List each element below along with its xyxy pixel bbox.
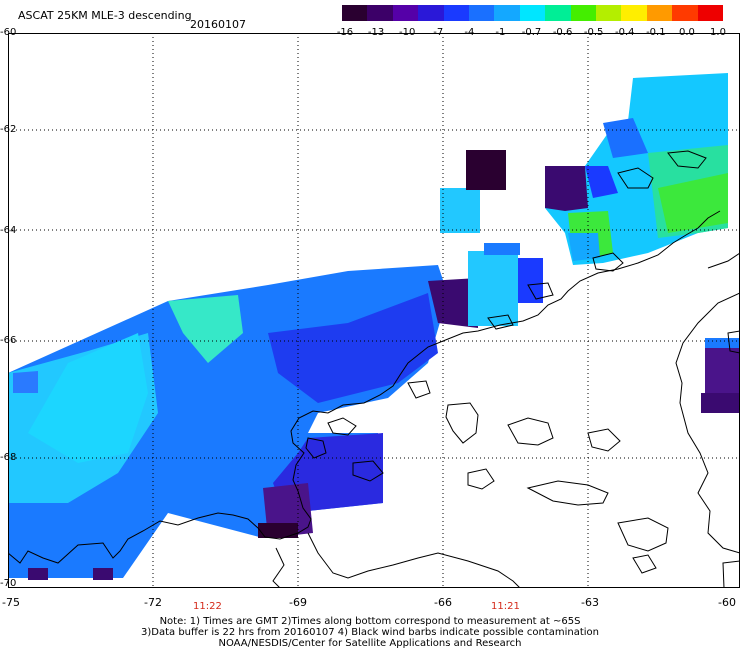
colorbar-swatch	[469, 5, 495, 21]
swath-west-blue	[268, 293, 438, 403]
pass-time: 11:22	[193, 601, 222, 612]
pass-time: 11:21	[491, 601, 520, 612]
colorbar-label: 0.0	[678, 27, 695, 38]
island-14	[527, 282, 554, 300]
wind-swath	[8, 73, 740, 580]
colorbar-swatch	[342, 5, 368, 21]
lat-label: -60	[0, 27, 17, 38]
island-4	[507, 417, 554, 446]
swath-east-light	[568, 233, 600, 261]
colorbar-swatch	[646, 5, 673, 21]
island-13	[592, 252, 624, 272]
colorbar-swatch	[418, 5, 444, 21]
swath-east-bright	[658, 173, 728, 233]
island-12	[667, 150, 707, 169]
swath-cell	[28, 568, 48, 580]
colorbar-label: 1.0	[710, 27, 726, 38]
colorbar-label: -0.6	[552, 27, 573, 38]
colorbar-label: -16	[336, 27, 354, 38]
lon-label: -69	[289, 596, 307, 609]
colorbar-label: -4	[464, 27, 475, 38]
swath-east-dark	[545, 166, 588, 211]
lat-label: -62	[0, 124, 17, 135]
swath-cell	[93, 568, 113, 580]
lon-label: -66	[434, 596, 452, 609]
swath-patch	[484, 243, 520, 255]
colorbar-swatch	[697, 5, 724, 21]
colorbar-swatch	[545, 5, 571, 21]
colorbar-swatch	[621, 5, 647, 21]
island-15	[487, 314, 514, 330]
note-line: Note: 1) Times are GMT 2)Times along bot…	[159, 616, 581, 627]
map-title: ASCAT 25KM MLE-3 descending	[18, 9, 192, 22]
colorbar-label: -13	[367, 27, 385, 38]
colorbar-label: -7	[433, 27, 444, 38]
lat-label: -70	[0, 578, 17, 589]
island-10	[407, 380, 431, 399]
coastline	[8, 150, 740, 588]
colorbar-swatch	[367, 5, 393, 21]
lat-label: -68	[0, 452, 17, 463]
colorbar-label: -0.1	[646, 27, 666, 38]
coastline-west	[8, 210, 721, 564]
footnotes: Note: 1) Times are GMT 2)Times along bot…	[0, 616, 740, 649]
swath-patch	[466, 150, 506, 190]
lon-label: -75	[2, 596, 20, 609]
swath-west-cyan	[28, 333, 148, 463]
map-plot	[8, 33, 740, 588]
colorbar-label: -1	[495, 27, 506, 38]
note-line: 3)Data buffer is 22 hrs from 20160107 4)…	[141, 627, 599, 638]
island-17	[722, 560, 740, 588]
island-2	[305, 437, 327, 459]
colorbar-label: -0.4	[614, 27, 635, 38]
swath-west-green	[168, 295, 243, 363]
swath-west-dark	[428, 278, 478, 328]
swath-patch	[518, 258, 543, 303]
colorbar-swatch	[672, 5, 698, 21]
colorbar-swatch	[596, 5, 622, 21]
island-5	[352, 460, 384, 482]
colorbar-label: -10	[398, 27, 416, 38]
swath-patch	[440, 188, 480, 233]
swath-patch	[468, 251, 518, 326]
swath-east-mid	[603, 118, 648, 158]
coastline-east	[675, 252, 740, 554]
colorbar-swatch	[570, 5, 597, 21]
lat-label: -64	[0, 225, 17, 236]
swath-cell	[258, 523, 298, 538]
colorbar-swatch	[443, 5, 470, 21]
map-date: 20160107	[190, 18, 246, 31]
island-1	[327, 417, 357, 436]
colorbar-swatch	[392, 5, 419, 21]
island-7	[617, 517, 669, 552]
lon-label: -63	[581, 596, 599, 609]
island-6	[526, 480, 609, 506]
island-18	[632, 554, 657, 574]
lat-label: -66	[0, 335, 17, 346]
swath-east-blue	[585, 166, 618, 198]
colorbar-swatch	[519, 5, 546, 21]
island-16	[727, 330, 740, 354]
coastline-inner	[272, 532, 521, 588]
island-8	[467, 468, 495, 490]
note-line: NOAA/NESDIS/Center for Satellite Applica…	[218, 638, 522, 649]
colorbar	[342, 5, 724, 21]
swath-west-edge	[13, 371, 38, 393]
graticule	[8, 33, 740, 588]
lon-label: -72	[144, 596, 162, 609]
island-3	[445, 402, 479, 444]
swath-patch	[705, 348, 740, 393]
swath-patch	[701, 393, 740, 413]
island-9	[587, 428, 621, 452]
colorbar-swatch	[494, 5, 520, 21]
lon-label: -60	[718, 596, 736, 609]
colorbar-label: -0.7	[521, 27, 542, 38]
island-11	[617, 167, 654, 189]
colorbar-label: -0.5	[583, 27, 604, 38]
